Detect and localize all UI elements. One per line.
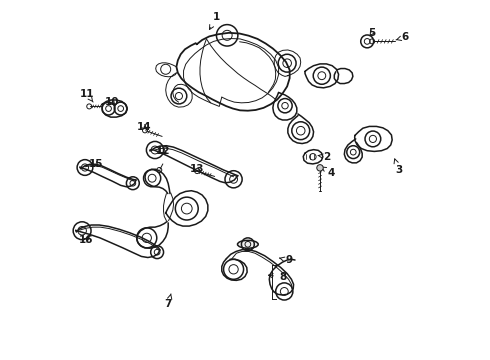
Circle shape (317, 165, 323, 171)
Text: 2: 2 (318, 152, 331, 162)
Text: 4: 4 (321, 167, 335, 178)
Text: 9: 9 (279, 255, 292, 265)
Text: 15: 15 (88, 159, 103, 169)
Text: 6: 6 (396, 32, 409, 42)
Text: 3: 3 (394, 159, 402, 175)
Text: 13: 13 (190, 164, 204, 174)
Text: 8: 8 (269, 272, 286, 282)
Text: 14: 14 (137, 122, 151, 132)
Text: 16: 16 (79, 235, 93, 245)
Text: 7: 7 (165, 294, 172, 309)
Text: 12: 12 (156, 146, 170, 156)
Text: 5: 5 (368, 28, 375, 38)
Text: 11: 11 (80, 89, 95, 102)
Ellipse shape (238, 240, 258, 248)
Text: 10: 10 (105, 97, 120, 107)
Text: 1: 1 (209, 13, 220, 30)
